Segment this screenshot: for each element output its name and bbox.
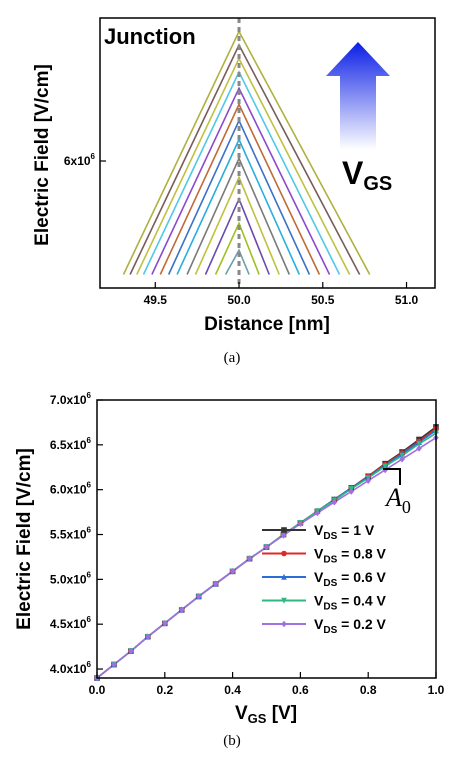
data-point-marker xyxy=(416,441,422,448)
data-point-marker xyxy=(297,520,304,528)
panel-a: 49.5 50.0 50.5 51.0 6x106 Junction VGS Dist… xyxy=(32,17,436,366)
legend: VDS = 1 V VDS = 0.8 V VDS = 0.6 V VDS = 0.4… xyxy=(262,522,387,636)
data-point-marker xyxy=(399,452,405,459)
panel-a-series-line xyxy=(159,102,321,275)
y-tick-label: 6x106 xyxy=(64,152,96,168)
x-tick-label: 1.0 xyxy=(428,683,445,697)
data-point-marker xyxy=(111,661,117,668)
data-point-marker xyxy=(281,620,287,628)
junction-label: Junction xyxy=(104,24,196,49)
panel-b-y-ticks: 4.0x106 4.5x106 5.0x106 5.5x106 6.0x106 6.5x1… xyxy=(50,391,103,676)
data-point-marker xyxy=(416,445,422,452)
panel-a-x-axis-title: Distance [nm] xyxy=(204,314,330,335)
x-tick-label: 51.0 xyxy=(395,293,419,307)
legend-item: VDS = 1 V xyxy=(262,522,375,542)
data-point-marker xyxy=(178,606,185,614)
y-tick-label: 6.0x106 xyxy=(50,481,92,497)
panel-a-x-ticks: 49.5 50.0 50.5 51.0 xyxy=(144,282,419,307)
panel-a-series xyxy=(122,29,371,275)
data-point-marker xyxy=(281,573,287,580)
legend-item: VDS = 0.4 V xyxy=(262,593,387,613)
x-tick-label: 50.5 xyxy=(311,293,335,307)
x-tick-label: 50.0 xyxy=(227,293,251,307)
data-point-marker xyxy=(365,477,371,485)
panel-a-series-line xyxy=(186,156,291,275)
data-point-marker xyxy=(246,555,253,563)
x-tick-label: 0.4 xyxy=(224,683,241,697)
legend-item: VDS = 0.2 V xyxy=(262,616,387,636)
panel-a-y-axis-title: Electric Field [V/cm] xyxy=(32,64,53,246)
y-tick-label: 4.0x106 xyxy=(50,660,92,676)
panel-b-x-axis-title: VGS [V] xyxy=(235,703,297,726)
x-tick-label: 0.6 xyxy=(292,683,309,697)
legend-item: VDS = 0.8 V xyxy=(262,546,387,566)
legend-label: VDS = 0.2 V xyxy=(314,616,387,636)
legend-label: VDS = 0.6 V xyxy=(314,569,387,589)
panel-a-series-line xyxy=(224,248,250,275)
panel-a-series-line xyxy=(194,175,280,275)
legend-label: VDS = 0.4 V xyxy=(314,593,387,613)
panel-b-frame xyxy=(96,399,437,679)
data-point-marker xyxy=(331,498,338,506)
a0-label: A0 xyxy=(384,483,411,517)
legend-label: VDS = 1 V xyxy=(314,522,375,542)
data-point-marker xyxy=(145,633,151,641)
data-point-marker xyxy=(162,619,168,627)
vgs-arrow-label: VGS xyxy=(342,155,392,195)
data-point-marker xyxy=(212,580,219,588)
y-tick-label: 6.5x106 xyxy=(50,436,92,452)
data-point-marker xyxy=(229,567,236,575)
panel-b-series xyxy=(94,424,439,682)
data-point-marker xyxy=(348,488,355,495)
panel-a-frame xyxy=(99,17,436,289)
data-point-marker xyxy=(399,455,405,463)
data-point-marker xyxy=(382,463,388,470)
y-tick-label: 7.0x106 xyxy=(50,391,92,407)
x-tick-label: 0.0 xyxy=(89,683,106,697)
y-tick-label: 5.0x106 xyxy=(50,570,92,586)
panel-b-x-ticks: 0.0 0.2 0.4 0.6 0.8 1.0 xyxy=(89,672,445,697)
panel-a-y-tick: 6x106 xyxy=(64,152,106,168)
data-point-marker xyxy=(280,532,287,539)
panel-a-series-line xyxy=(142,70,341,275)
panel-b-y-axis-title: Electric Field [V/cm] xyxy=(14,448,35,630)
legend-item: VDS = 0.6 V xyxy=(262,569,387,589)
data-point-marker xyxy=(263,543,270,551)
data-point-marker xyxy=(314,509,321,517)
data-point-marker xyxy=(195,593,202,600)
x-tick-label: 0.2 xyxy=(156,683,173,697)
caption-a: (a) xyxy=(224,350,241,366)
panel-a-series-line xyxy=(214,221,260,275)
legend-label: VDS = 0.8 V xyxy=(314,546,387,566)
data-point-marker xyxy=(281,550,287,557)
data-point-marker xyxy=(281,527,287,533)
x-tick-label: 49.5 xyxy=(144,293,168,307)
y-tick-label: 4.5x106 xyxy=(50,615,92,631)
y-tick-label: 5.5x106 xyxy=(50,526,92,542)
panel-b: 0.0 0.2 0.4 0.6 0.8 1.0 4.0x106 4.5x106 5.0x106… xyxy=(14,391,445,749)
vgs-arrow: VGS xyxy=(326,42,392,195)
data-point-marker xyxy=(281,597,287,604)
x-tick-label: 0.8 xyxy=(360,683,377,697)
caption-b: (b) xyxy=(223,733,241,749)
panel-a-series-line xyxy=(151,86,331,275)
data-point-marker xyxy=(128,647,134,655)
a0-annotation: A0 xyxy=(383,468,411,517)
